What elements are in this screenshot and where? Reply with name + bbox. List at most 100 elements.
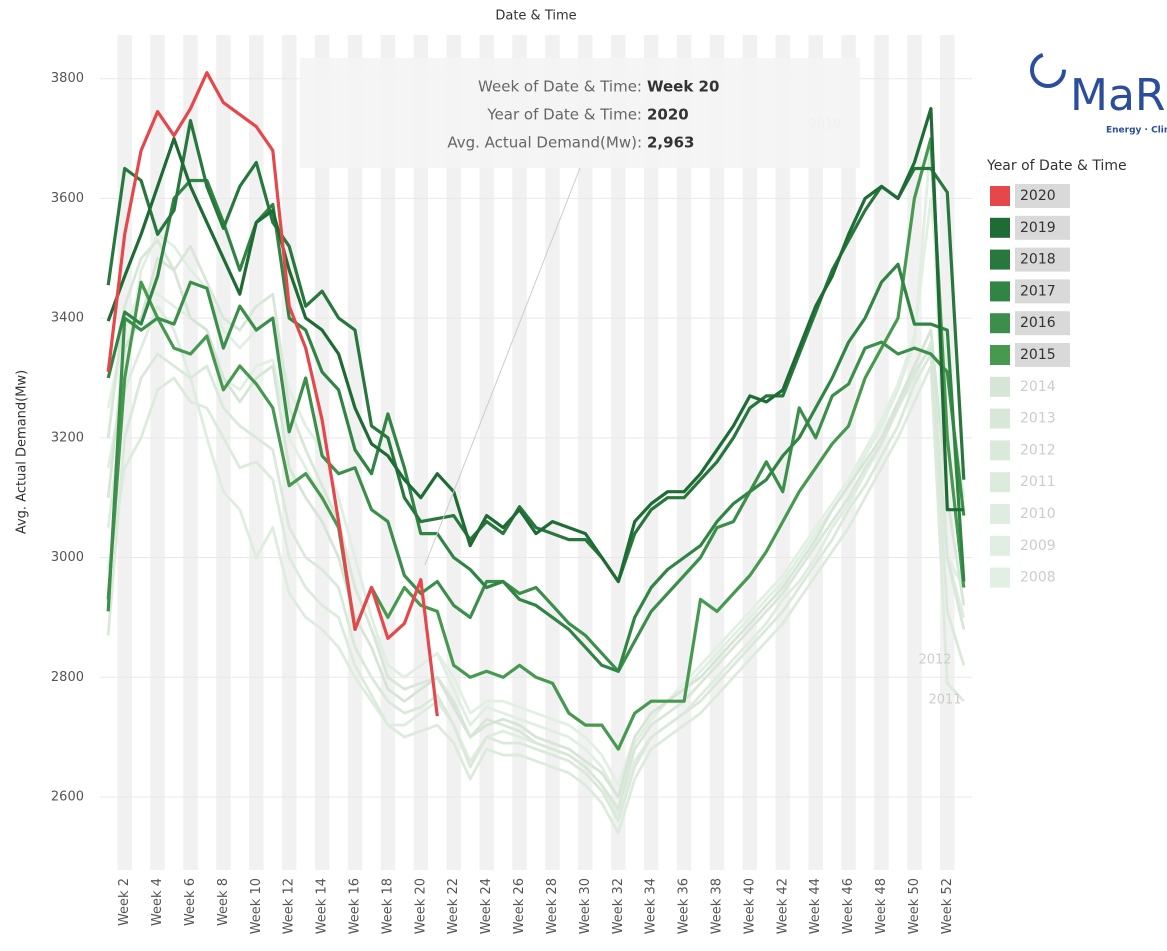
- x-tick-label: Week 16: [348, 878, 363, 934]
- legend-title: Year of Date & Time: [986, 158, 1127, 174]
- legend-swatch: [990, 345, 1010, 365]
- tooltip-box: [300, 58, 860, 168]
- legend-label: 2018: [1020, 252, 1056, 268]
- column-stripe: [479, 35, 494, 870]
- legend-label: 2017: [1020, 283, 1056, 299]
- logo-tagline: Energy · Climat: [1106, 126, 1167, 136]
- legend-label-bg: [1015, 343, 1070, 367]
- tooltip-label: Avg. Actual Demand(Mw):: [447, 134, 642, 152]
- legend-label-bg: [1015, 279, 1070, 304]
- x-tick-label: Week 52: [940, 878, 955, 934]
- series-line: [106, 280, 966, 673]
- tooltip-leader: [424, 167, 581, 566]
- column-stripe: [380, 35, 396, 870]
- x-tick-label: Week 38: [709, 878, 724, 934]
- x-tick-label: Week 32: [611, 878, 626, 934]
- column-stripe: [775, 35, 791, 870]
- column-stripe: [512, 35, 527, 870]
- column-stripe: [249, 35, 264, 870]
- legend-swatch: [990, 376, 1010, 397]
- y-tick-label: 3000: [51, 550, 84, 565]
- column-stripe: [676, 35, 692, 870]
- y-tick-label: 2600: [51, 789, 84, 804]
- tooltip-label: Year of Date & Time:: [486, 106, 642, 124]
- x-tick-label: Week 50: [907, 878, 922, 934]
- x-tick-label: Week 40: [742, 878, 757, 934]
- series-line: [106, 256, 966, 799]
- y-tick-label: 3800: [51, 71, 84, 86]
- x-tick-label: Week 28: [545, 878, 560, 934]
- plot-background: [100, 35, 972, 870]
- legend-swatch: [990, 535, 1010, 556]
- legend-swatch: [990, 567, 1010, 588]
- x-tick-label: Week 30: [578, 878, 593, 934]
- line-label: 2011: [928, 693, 961, 708]
- y-tick-label: 2800: [51, 670, 84, 685]
- legend-label: 2013: [1020, 411, 1056, 427]
- legend-label: 2019: [1020, 220, 1056, 236]
- x-tick-label: Week 24: [479, 878, 494, 934]
- x-tick-label: Week 48: [874, 878, 889, 934]
- legend-swatch: [990, 408, 1010, 429]
- legend-swatch: [990, 186, 1010, 206]
- legend-label-bg: [1015, 311, 1070, 336]
- series-line: [106, 178, 966, 673]
- legend-label: 2010: [1020, 506, 1056, 522]
- series-line: [106, 352, 966, 823]
- legend-swatch: [990, 281, 1010, 302]
- x-tick-label: Week 34: [644, 878, 659, 934]
- legend-label: 2009: [1020, 538, 1056, 554]
- x-tick-label: Week 2: [117, 878, 132, 926]
- column-stripe: [643, 35, 659, 870]
- legend-label: 2011: [1020, 474, 1056, 490]
- x-tick-label: Week 6: [183, 878, 198, 926]
- legend-label-bg: [1015, 184, 1070, 208]
- x-tick-label: Week 12: [282, 878, 297, 934]
- tooltip-value: 2,963: [647, 134, 694, 152]
- legend-swatch: [990, 472, 1010, 493]
- series-line: [106, 197, 966, 787]
- y-tick-label: 3400: [51, 311, 84, 326]
- legend-label: 2016: [1020, 315, 1056, 331]
- y-axis-label: Avg. Actual Demand(Mw): [15, 370, 30, 534]
- legend-label: 2008: [1020, 570, 1056, 586]
- column-stripe: [907, 35, 922, 870]
- legend-swatch: [990, 504, 1010, 524]
- series-line: [106, 364, 965, 835]
- x-tick-label: Week 22: [446, 878, 461, 934]
- column-stripe: [808, 35, 823, 870]
- x-tick-label: Week 14: [315, 878, 330, 934]
- x-tick-label: Week 36: [677, 878, 692, 934]
- column-stripe: [183, 35, 198, 870]
- x-tick-label: Week 44: [808, 878, 823, 934]
- series-line: [106, 137, 966, 751]
- tooltip-value: 2020: [647, 106, 689, 124]
- legend-swatch: [990, 249, 1010, 270]
- y-tick-label: 3600: [51, 191, 84, 206]
- legend-label: 2015: [1020, 347, 1056, 363]
- legend-swatch: [990, 217, 1010, 238]
- line-label: 2012: [918, 653, 951, 668]
- logo-text: MaR: [1070, 70, 1166, 121]
- column-stripe: [578, 35, 593, 870]
- x-tick-label: Week 4: [150, 878, 165, 926]
- x-tick-label: Week 8: [216, 878, 231, 926]
- series-line: [106, 238, 966, 811]
- legend-swatch: [990, 313, 1010, 334]
- column-stripe: [446, 35, 461, 870]
- legend-label-bg: [1015, 247, 1070, 272]
- column-stripe: [281, 35, 297, 870]
- series-line: [106, 107, 964, 584]
- series-line: [106, 304, 966, 817]
- x-tick-label: Week 20: [413, 878, 428, 934]
- logo: MaR Energy · Climat: [1030, 52, 1167, 136]
- legend-label: 2020: [1020, 188, 1056, 204]
- series-line: [106, 119, 966, 584]
- column-stripe: [545, 35, 560, 870]
- series-line: [106, 71, 439, 717]
- tooltip-label: Week of Date & Time:: [478, 78, 642, 96]
- tooltip-value: Week 20: [647, 78, 719, 96]
- x-tick-label: Week 26: [512, 878, 527, 934]
- legend-label-bg: [1015, 215, 1070, 240]
